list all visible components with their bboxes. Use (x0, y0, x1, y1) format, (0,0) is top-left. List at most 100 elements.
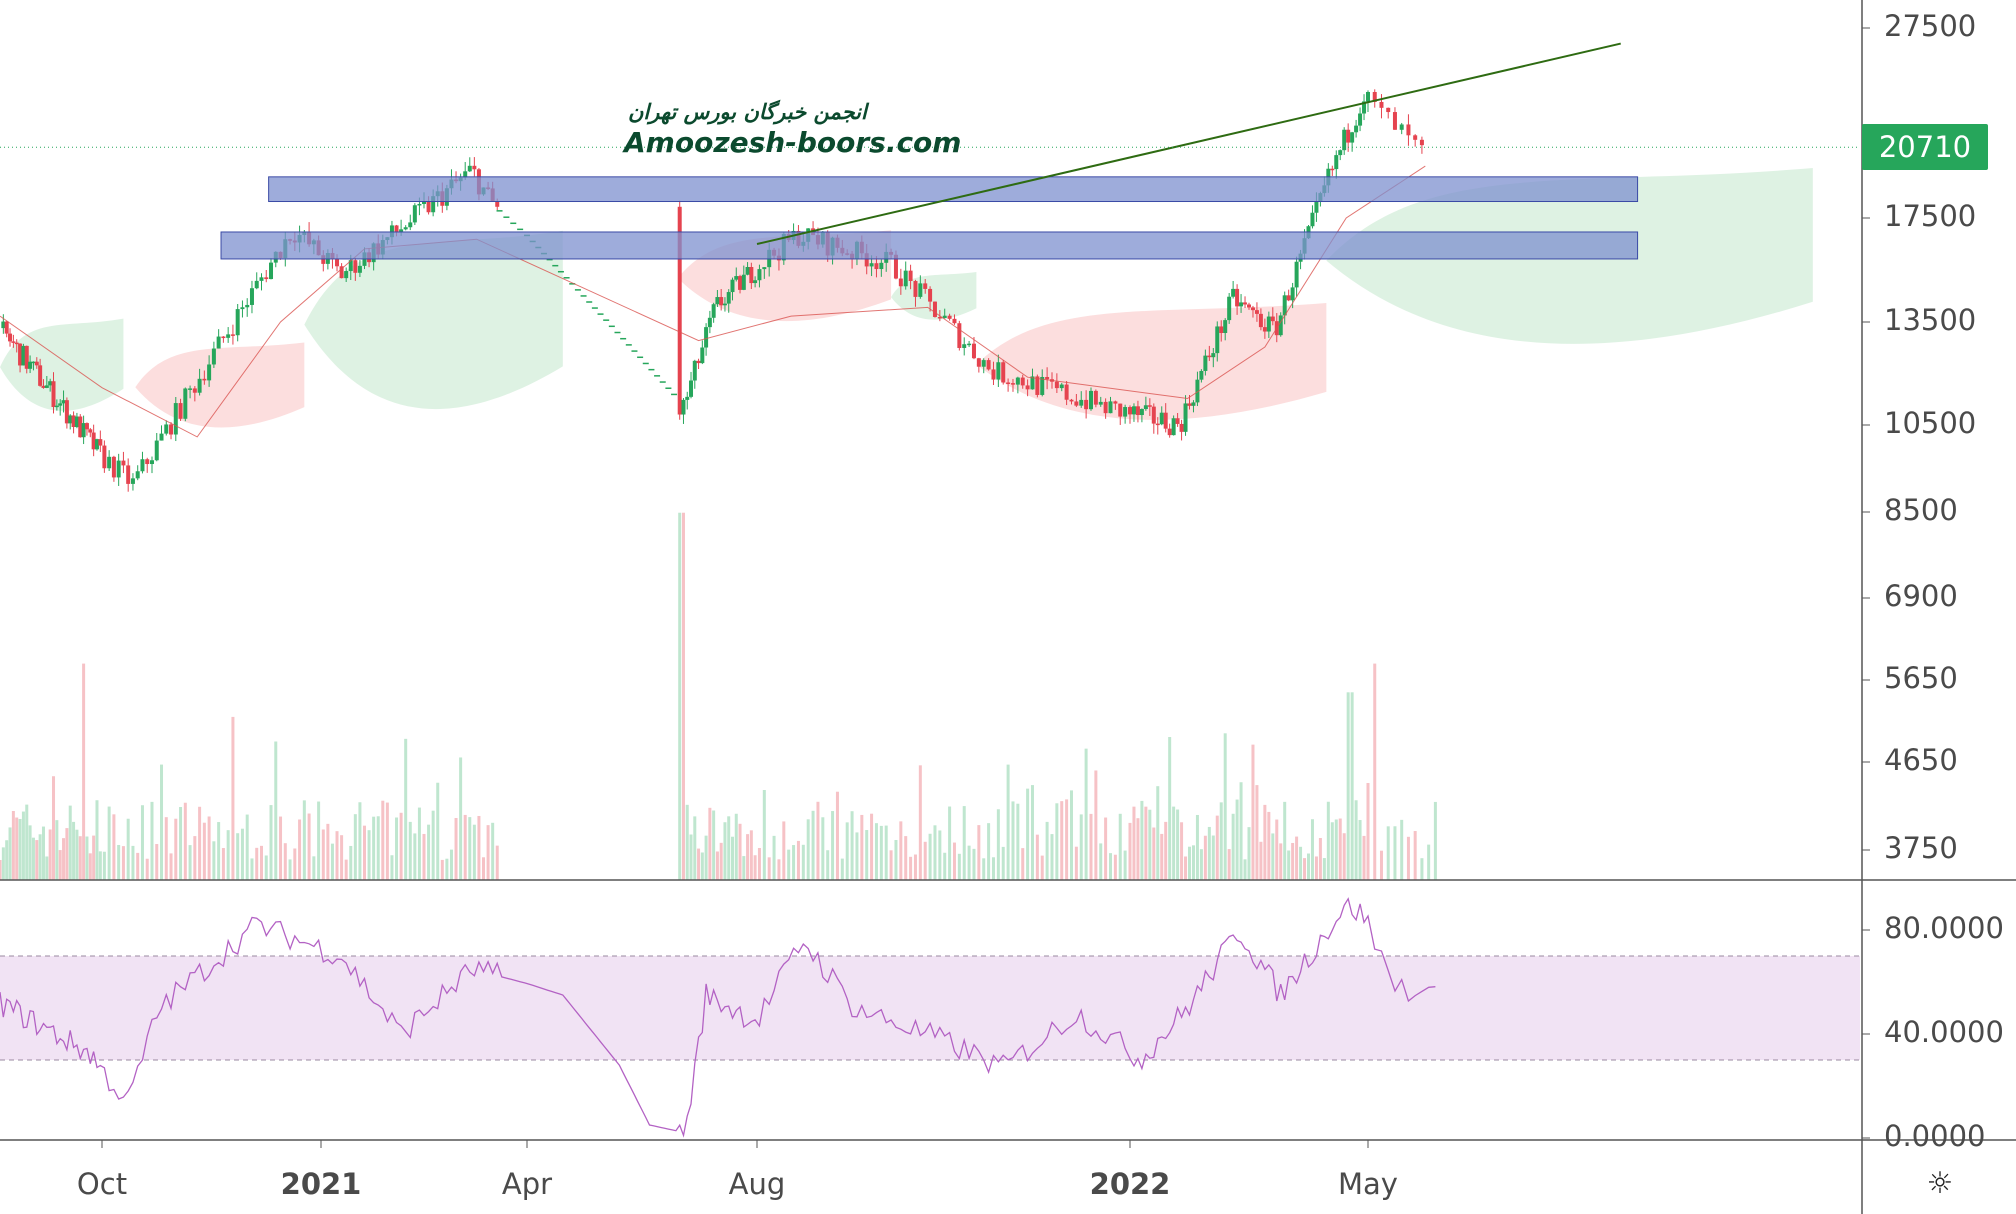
resistance-zone-1 (268, 176, 1639, 203)
candle-body (154, 440, 159, 461)
volume-bar (1065, 799, 1069, 880)
volume-bar (1195, 814, 1199, 880)
candle-body (164, 424, 169, 434)
volume-bar (8, 827, 12, 880)
candle-body (221, 336, 226, 339)
candle-body (981, 360, 986, 367)
candle-body (495, 201, 500, 207)
candle-body (1128, 407, 1132, 415)
volume-bar (865, 830, 869, 880)
candle-body (1243, 302, 1248, 305)
volume-bar (259, 845, 263, 880)
volume-bar (207, 816, 211, 880)
volume-bar (1136, 818, 1140, 880)
volume-bar (422, 833, 426, 880)
candle-body (711, 304, 716, 318)
volume-bar (1330, 822, 1334, 880)
volume-bar (1144, 806, 1148, 880)
volume-bar (801, 844, 805, 880)
volume-bar (288, 859, 292, 880)
volume-bar (340, 835, 344, 880)
volume-bar (65, 828, 69, 880)
volume-bar (436, 782, 440, 880)
volume-bar (1040, 855, 1044, 880)
volume-bar (1180, 822, 1184, 880)
candle-body (31, 361, 36, 364)
candle-body (348, 260, 353, 272)
volume-bar (700, 852, 704, 880)
candle-body (971, 343, 976, 359)
candle-body (235, 309, 240, 336)
volume-bar (681, 512, 685, 880)
volume-bar (749, 830, 753, 880)
volume-bar (85, 836, 89, 880)
candle-body (1278, 315, 1283, 336)
volume-bar (1299, 846, 1303, 880)
volume-bar (723, 822, 727, 880)
volume-bar (831, 811, 835, 880)
volume-bar (245, 814, 249, 880)
candle-body (1179, 423, 1184, 432)
candle-body (753, 280, 758, 284)
candle-body (1338, 150, 1343, 156)
volume-bar (75, 829, 79, 880)
volume-bar (413, 833, 417, 880)
candle-body (1286, 295, 1291, 301)
candle-body (24, 345, 29, 369)
candle-body (1108, 401, 1113, 414)
volume-bar (1021, 848, 1025, 880)
volume-bar (1123, 850, 1127, 880)
volume-bar (904, 836, 908, 880)
candle-body (1139, 409, 1144, 416)
volume-bar (899, 821, 903, 880)
candle-body (1131, 406, 1136, 415)
candle-body (34, 361, 39, 366)
candle-body (254, 280, 259, 289)
volume-bar (1055, 803, 1059, 880)
volume-bar (1108, 853, 1112, 880)
watermark-persian: انجمن خبرگان بورس تهران (628, 100, 867, 124)
candle-body (903, 270, 908, 287)
settings-sun-icon[interactable]: ☼ (1926, 1166, 1954, 1201)
volume-bar (753, 855, 757, 880)
volume-bar (11, 810, 15, 880)
volume-bar (787, 849, 791, 880)
candle-body (1093, 390, 1098, 405)
candle-body (681, 399, 686, 415)
candle-body (1282, 295, 1287, 316)
volume-bar (68, 805, 72, 880)
volume-bar (92, 835, 96, 880)
volume-bar (131, 845, 135, 880)
volume-bar (160, 764, 164, 880)
volume-bar (870, 813, 874, 880)
volume-bar (1362, 835, 1366, 880)
rsi-tick-label: 0.0000 (1884, 1119, 1985, 1153)
volume-bar (1079, 814, 1083, 880)
volume-bar (353, 814, 357, 880)
volume-bar (95, 800, 99, 880)
candle-body (1191, 402, 1196, 406)
volume-bar (52, 776, 56, 880)
candle-body (467, 165, 472, 172)
price-tick-label: 17500 (1884, 199, 1976, 233)
volume-bar (431, 810, 435, 880)
volume-bar (1207, 826, 1211, 880)
cloud-bull (891, 272, 977, 320)
volume-bar (362, 825, 366, 880)
candle-body (1211, 353, 1216, 358)
candle-body (874, 263, 879, 270)
volume-bar (41, 826, 45, 880)
candle-body (715, 297, 720, 305)
volume-bar (962, 806, 966, 880)
volume-bars (0, 512, 1437, 880)
volume-bar (884, 825, 888, 880)
candle-body (145, 459, 150, 465)
volume-bar (72, 821, 76, 880)
volume-bar (121, 846, 125, 880)
watermark-website: Amoozesh-boors.com (624, 126, 962, 159)
candle-body (259, 277, 264, 281)
volume-bar (1188, 846, 1191, 880)
candle-body (321, 255, 326, 264)
